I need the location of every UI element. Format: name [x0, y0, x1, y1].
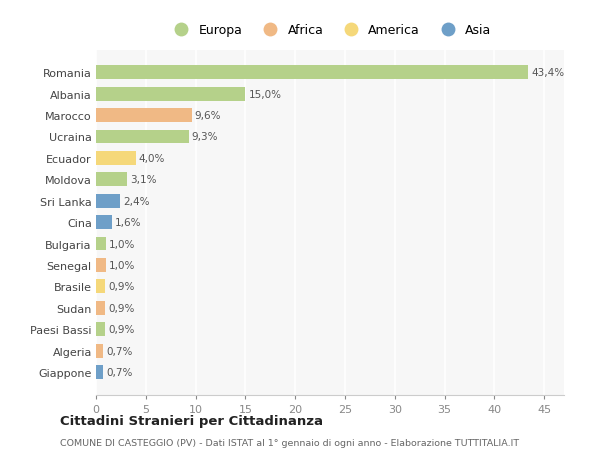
Bar: [96, 258, 106, 272]
Text: 0,9%: 0,9%: [108, 325, 134, 335]
Bar: [96, 109, 191, 123]
Text: 9,3%: 9,3%: [191, 132, 218, 142]
Bar: [96, 237, 106, 251]
Bar: [96, 173, 127, 187]
Text: 1,0%: 1,0%: [109, 260, 136, 270]
Bar: [96, 151, 136, 166]
Text: 0,7%: 0,7%: [106, 367, 133, 377]
Text: 9,6%: 9,6%: [194, 111, 221, 121]
Text: COMUNE DI CASTEGGIO (PV) - Dati ISTAT al 1° gennaio di ogni anno - Elaborazione : COMUNE DI CASTEGGIO (PV) - Dati ISTAT al…: [60, 438, 519, 447]
Text: 2,4%: 2,4%: [123, 196, 149, 206]
Bar: [96, 344, 103, 358]
Bar: [96, 323, 105, 336]
Bar: [96, 66, 528, 80]
Text: 0,9%: 0,9%: [108, 282, 134, 291]
Text: 0,7%: 0,7%: [106, 346, 133, 356]
Bar: [96, 365, 103, 379]
Legend: Europa, Africa, America, Asia: Europa, Africa, America, Asia: [164, 19, 496, 42]
Text: Cittadini Stranieri per Cittadinanza: Cittadini Stranieri per Cittadinanza: [60, 414, 323, 428]
Text: 0,9%: 0,9%: [108, 303, 134, 313]
Text: 3,1%: 3,1%: [130, 175, 157, 185]
Text: 1,0%: 1,0%: [109, 239, 136, 249]
Text: 43,4%: 43,4%: [531, 68, 564, 78]
Bar: [96, 130, 188, 144]
Bar: [96, 301, 105, 315]
Bar: [96, 194, 120, 208]
Bar: [96, 216, 112, 230]
Text: 4,0%: 4,0%: [139, 154, 165, 163]
Bar: [96, 88, 245, 101]
Text: 1,6%: 1,6%: [115, 218, 142, 228]
Text: 15,0%: 15,0%: [248, 90, 281, 100]
Bar: [96, 280, 105, 294]
